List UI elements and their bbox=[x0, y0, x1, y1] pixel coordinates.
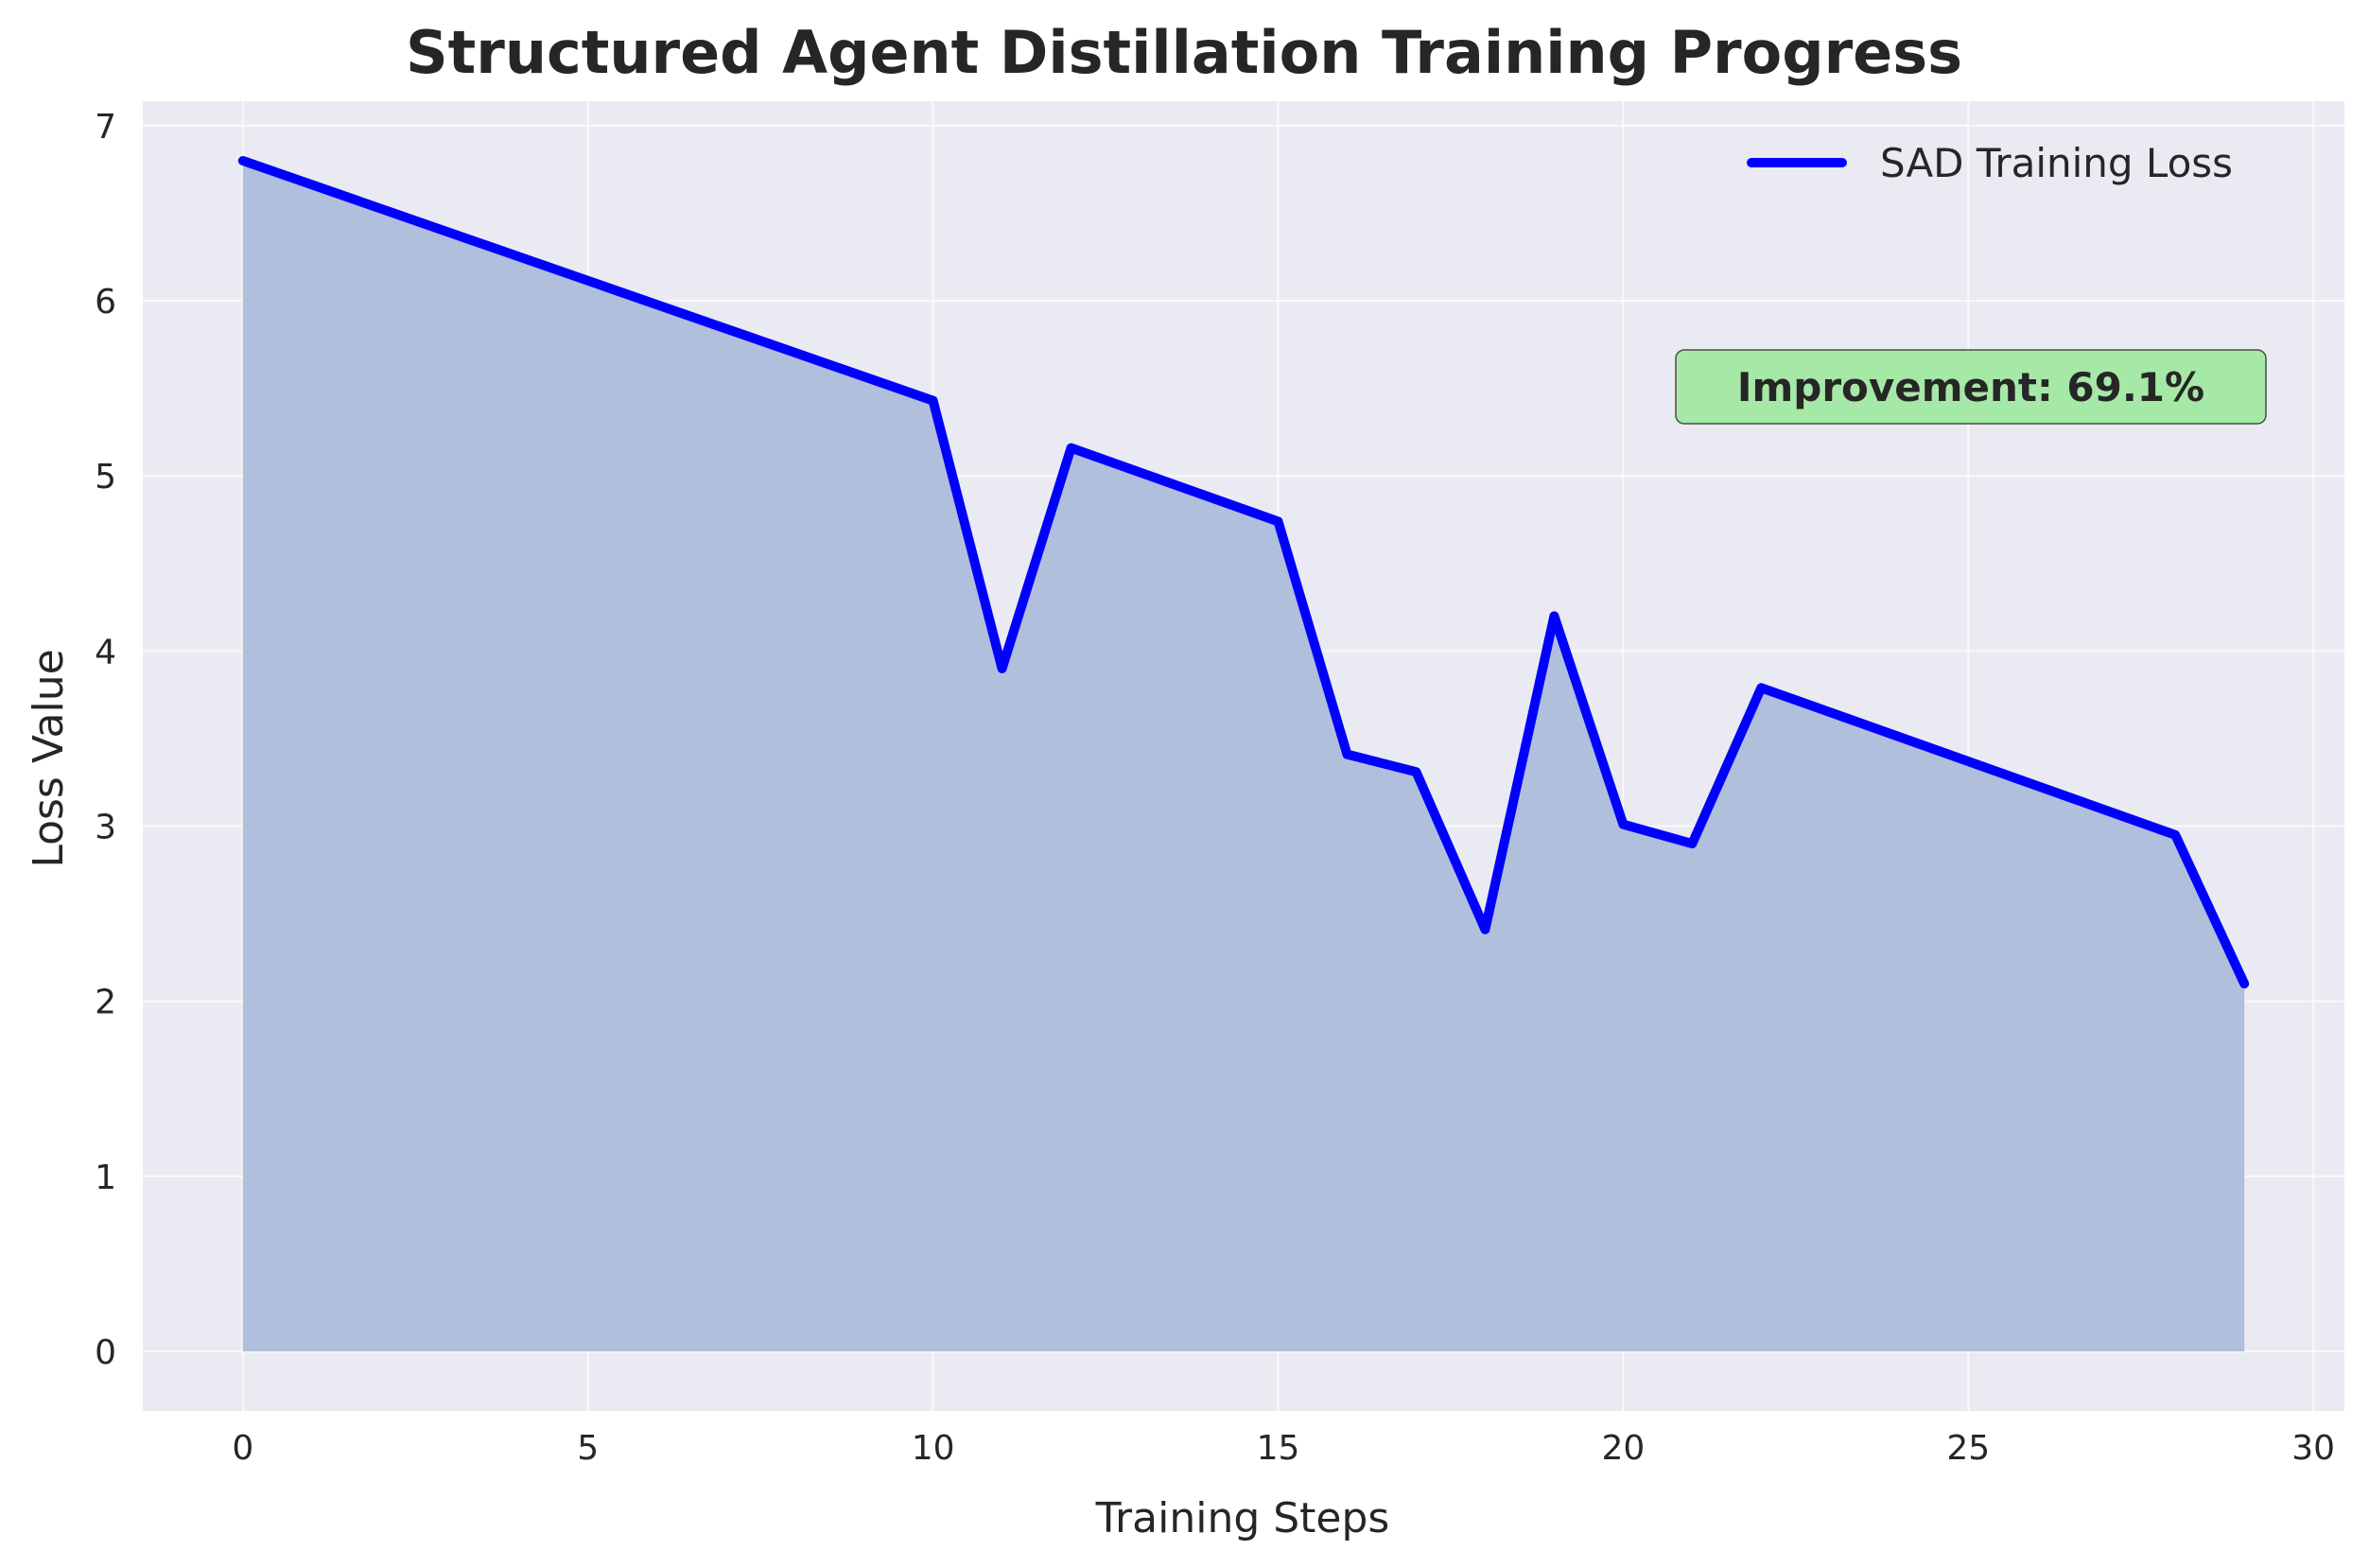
y-tick-label: 0 bbox=[95, 1333, 116, 1372]
y-tick-label: 7 bbox=[95, 108, 116, 147]
x-tick-label: 30 bbox=[2291, 1429, 2335, 1468]
x-tick-label: 15 bbox=[1257, 1429, 1300, 1468]
y-tick-label: 6 bbox=[95, 283, 116, 322]
chart-title: Structured Agent Distillation Training P… bbox=[406, 18, 1962, 87]
y-tick-labels: 0 1 2 3 4 5 6 7 bbox=[95, 108, 116, 1372]
y-tick-label: 1 bbox=[95, 1159, 116, 1197]
y-axis-label: Loss Value bbox=[25, 649, 73, 867]
x-tick-label: 25 bbox=[1946, 1429, 1990, 1468]
x-axis-label: Training Steps bbox=[1095, 1494, 1390, 1542]
y-tick-label: 3 bbox=[95, 809, 116, 847]
y-tick-label: 5 bbox=[95, 458, 116, 497]
x-tick-label: 0 bbox=[232, 1429, 253, 1468]
x-tick-label: 20 bbox=[1601, 1429, 1645, 1468]
annotation-text: Improvement: 69.1% bbox=[1737, 364, 2204, 410]
loss-line bbox=[237, 155, 2250, 989]
legend-label: SAD Training Loss bbox=[1880, 140, 2233, 186]
x-tick-labels: 0 5 10 15 20 25 30 bbox=[232, 1429, 2335, 1468]
annotation-box bbox=[1675, 349, 2267, 425]
loss-area-fill bbox=[242, 160, 2245, 1352]
x-tick-label: 5 bbox=[577, 1429, 599, 1468]
y-tick-label: 2 bbox=[95, 984, 116, 1022]
x-tick-label: 10 bbox=[912, 1429, 955, 1468]
improvement-annotation: Improvement: 69.1% bbox=[1675, 349, 2267, 425]
y-tick-label: 4 bbox=[95, 633, 116, 671]
legend: SAD Training Loss bbox=[1747, 140, 2233, 186]
